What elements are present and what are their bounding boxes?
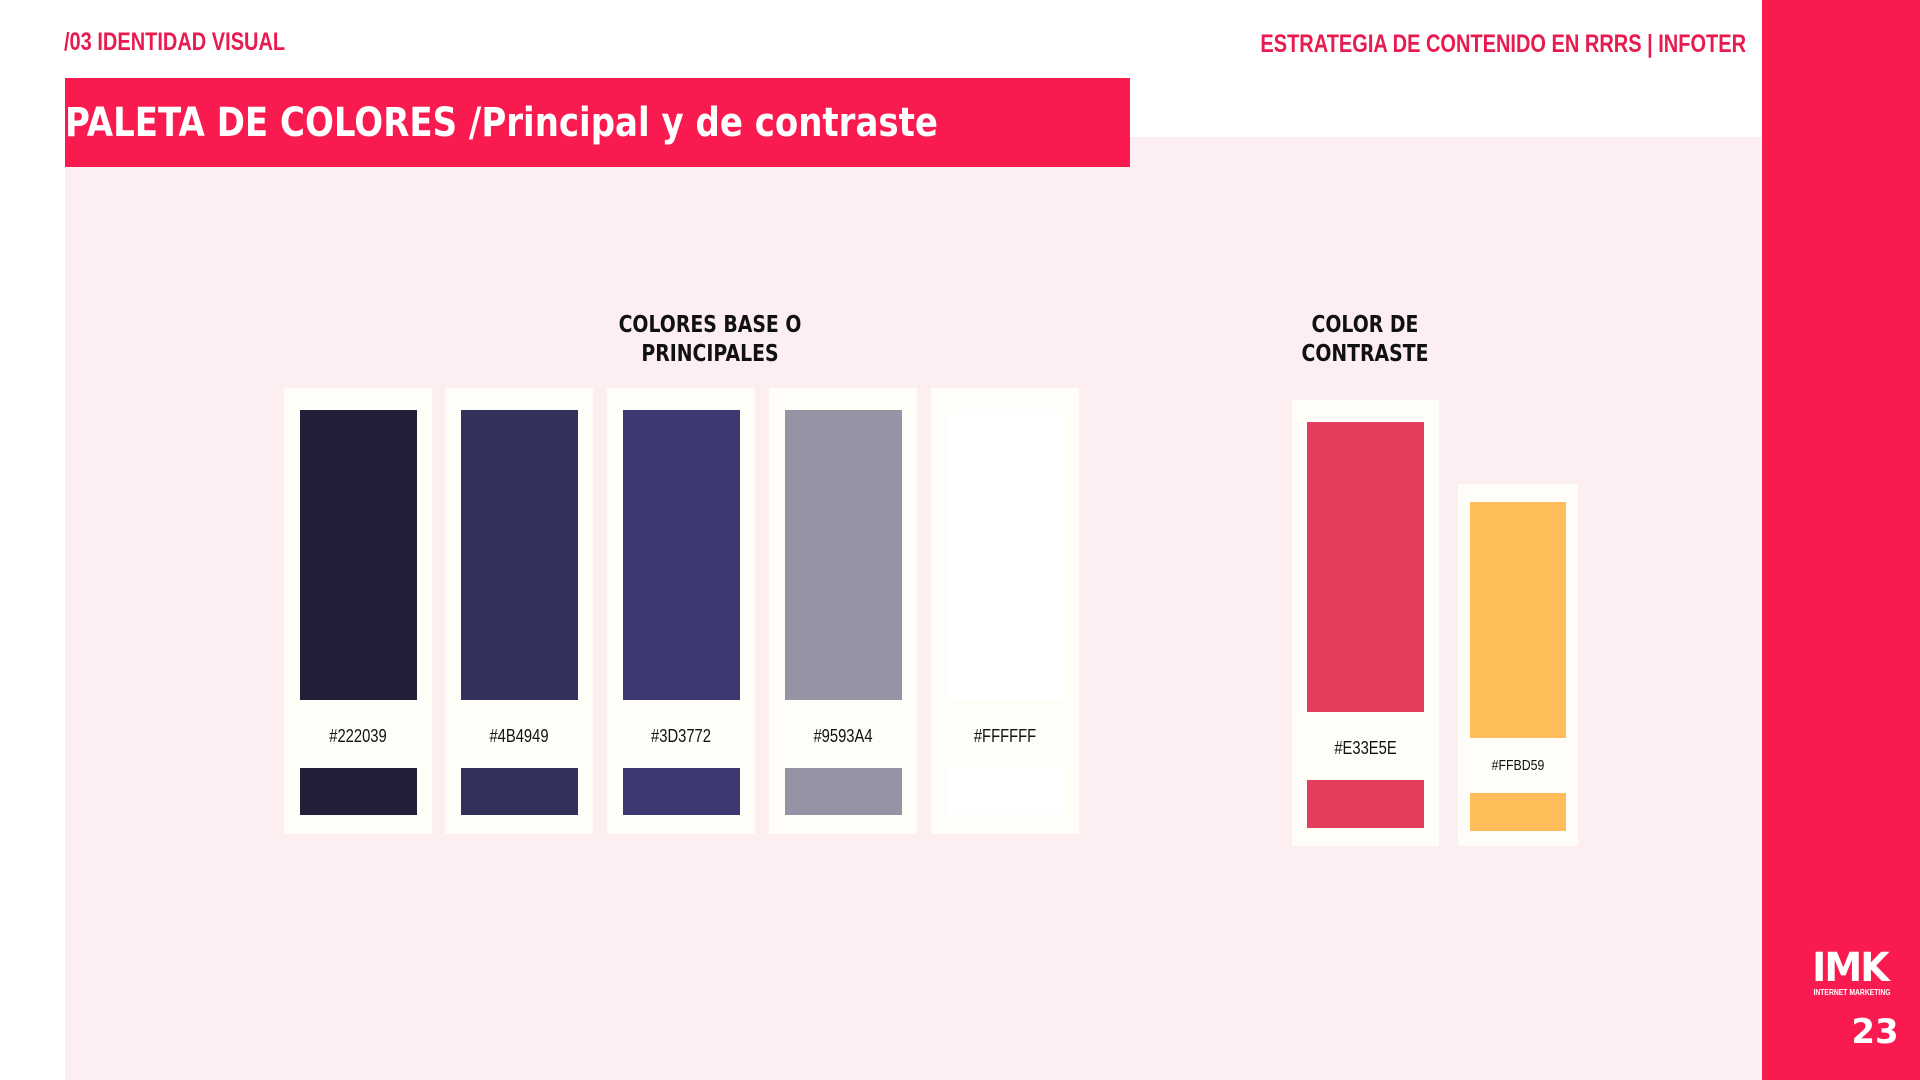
color-swatch-small — [785, 768, 902, 815]
color-swatch — [623, 410, 740, 700]
color-swatch — [300, 410, 417, 700]
contrast-colors-label: COLOR DE CONTRASTE — [1301, 312, 1429, 367]
color-swatch-small — [1307, 780, 1424, 828]
color-card-contrast-2: #FFBD59 — [1458, 484, 1578, 846]
color-swatch-small — [300, 768, 417, 815]
hex-code: #3D3772 — [651, 726, 711, 746]
color-card-base-3: #3D3772 — [607, 388, 755, 834]
project-label: ESTRATEGIA DE CONTENIDO EN RRRS | INFOTE… — [1260, 30, 1746, 58]
color-card-base-1: #222039 — [284, 388, 432, 834]
title-bar: PALETA DE COLORES /Principal y de contra… — [65, 78, 1130, 167]
logo-mark: IMK — [1812, 945, 1890, 991]
hex-code: #4B4949 — [489, 726, 549, 746]
side-accent-band — [1762, 0, 1920, 1080]
color-swatch — [947, 410, 1064, 700]
base-colors-label: COLORES BASE O PRINCIPALES — [618, 312, 802, 367]
hex-code: #FFFFFF — [973, 726, 1037, 746]
color-card-base-5: #FFFFFF — [931, 388, 1079, 834]
logo-subtext: INTERNET MARKETING — [1813, 988, 1891, 997]
color-swatch — [461, 410, 578, 700]
hex-code: #222039 — [329, 726, 387, 746]
hex-code: #9593A4 — [813, 726, 873, 746]
color-card-contrast-1: #E33E5E — [1292, 400, 1439, 846]
color-swatch — [785, 410, 902, 700]
color-swatch — [1307, 422, 1424, 712]
page-title: PALETA DE COLORES /Principal y de contra… — [65, 100, 938, 146]
imk-logo: IMK INTERNET MARKETING — [1807, 948, 1893, 997]
page-number: 23 — [1851, 1012, 1899, 1052]
color-swatch-small — [1470, 793, 1566, 831]
color-swatch-small — [623, 768, 740, 815]
section-label: /03 IDENTIDAD VISUAL — [64, 28, 286, 56]
hex-code: #FFBD59 — [1491, 757, 1545, 774]
hex-code: #E33E5E — [1334, 738, 1397, 758]
color-swatch — [1470, 502, 1566, 738]
color-card-base-2: #4B4949 — [445, 388, 593, 834]
color-card-base-4: #9593A4 — [769, 388, 917, 834]
color-swatch-small — [947, 768, 1064, 815]
color-swatch-small — [461, 768, 578, 815]
